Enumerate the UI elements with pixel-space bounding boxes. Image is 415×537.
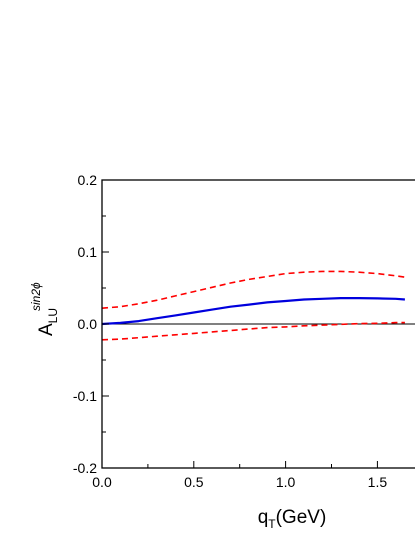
y-tick-label: 0.2 [78, 172, 98, 188]
x-tick-label: 1.5 [368, 474, 388, 490]
x-axis-title-main: q [258, 507, 269, 528]
x-axis-title-rest: (GeV) [276, 507, 327, 528]
y-axis-title-sub: LU [46, 308, 60, 323]
plot-area: 0.0 0.5 1.0 1.5 0.2 0.1 0.0 -0.1 -0.2 [73, 172, 415, 490]
y-tick-label: 0.1 [78, 244, 98, 260]
y-axis-title: ALU sin2ϕ [29, 282, 60, 336]
x-axis-title: qT(GeV) [258, 507, 327, 531]
series-line-central [101, 297, 405, 326]
y-axis-title-sup: sin2ϕ [29, 282, 43, 311]
y-axis-title-main: A [36, 323, 57, 336]
series-line-band-2 [101, 321, 405, 341]
y-tick-label: -0.2 [73, 460, 97, 476]
series-line-band-1 [101, 270, 406, 309]
x-tick-label: 0.0 [92, 474, 112, 490]
x-axis-title-sub: T [268, 517, 276, 531]
y-tick-label: -0.1 [73, 388, 97, 404]
svg-text:ALU: ALU [36, 308, 60, 336]
series-group [101, 270, 406, 341]
ticks-group: 0.0 0.5 1.0 1.5 0.2 0.1 0.0 -0.1 -0.2 [73, 172, 387, 490]
x-tick-label: 1.0 [276, 474, 296, 490]
y-tick-label: 0.0 [78, 316, 98, 332]
x-tick-label: 0.5 [184, 474, 204, 490]
